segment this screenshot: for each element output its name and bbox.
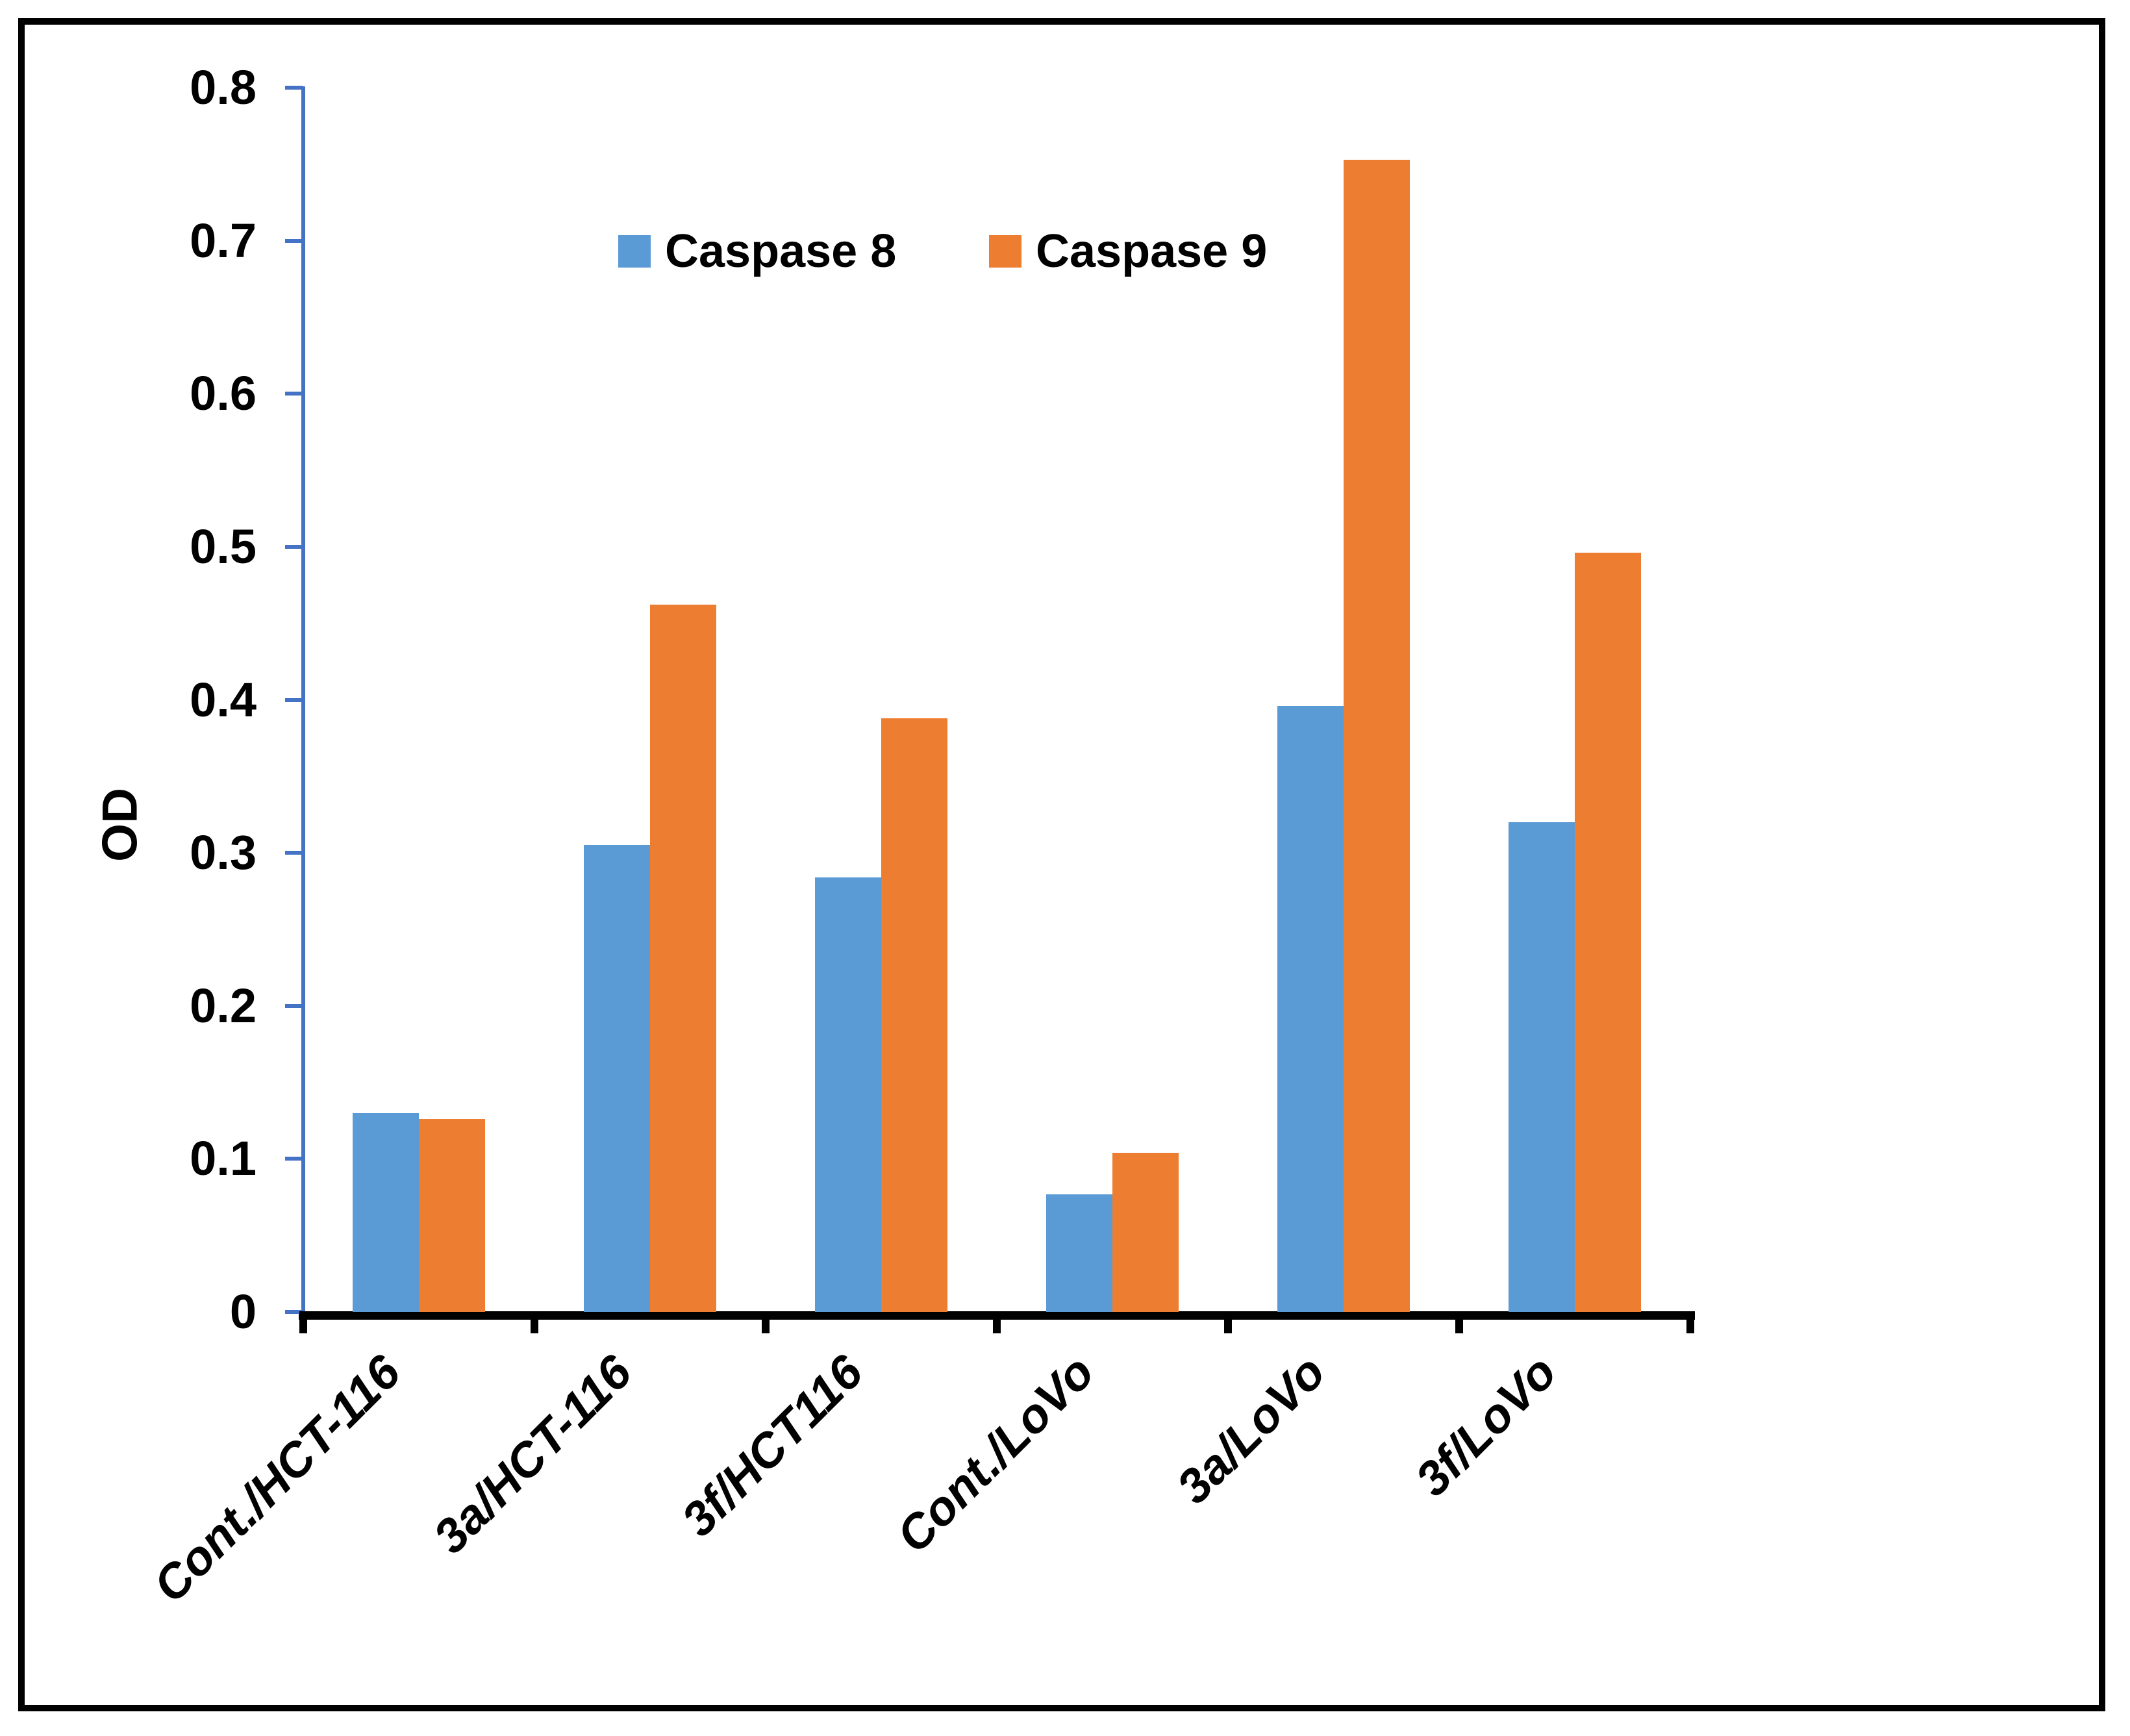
y-tick-mark [285, 1310, 303, 1314]
legend-item-caspase9: Caspase 9 [989, 227, 1267, 276]
y-tick-label: 0.5 [190, 519, 257, 573]
bar-caspase8-3a-lovo [1277, 705, 1344, 1312]
bar-caspase8-3a-hct-116 [584, 845, 650, 1312]
x-tick-mark [1455, 1311, 1463, 1333]
y-axis-line [301, 86, 305, 1314]
y-tick-mark [285, 86, 303, 90]
x-tick-mark [531, 1311, 538, 1333]
figure-border [18, 18, 2105, 1711]
bar-caspase8-cont-hct-116 [353, 1113, 419, 1312]
bar-caspase9-3f-lovo [1575, 553, 1641, 1312]
y-tick-mark [285, 544, 303, 549]
bar-caspase9-3a-lovo [1344, 159, 1410, 1312]
y-tick-mark [285, 1003, 303, 1008]
y-tick-label: 0.8 [190, 60, 257, 114]
bar-caspase8-cont-lovo [1046, 1194, 1112, 1312]
bar-caspase9-cont-hct-116 [419, 1119, 485, 1312]
y-tick-mark [285, 238, 303, 243]
y-tick-label: 0.6 [190, 366, 257, 421]
y-tick-label: 0.1 [190, 1131, 257, 1186]
y-tick-label: 0.7 [190, 213, 257, 268]
y-tick-mark [285, 1157, 303, 1161]
x-tick-mark [762, 1311, 770, 1333]
legend-label-caspase8: Caspase 8 [665, 225, 897, 277]
legend-label-caspase9: Caspase 9 [1036, 225, 1268, 277]
bar-caspase9-3a-hct-116 [650, 605, 716, 1312]
x-tick-mark [993, 1311, 1001, 1333]
y-tick-label: 0.4 [190, 672, 257, 727]
bar-caspase8-3f-lovo [1509, 822, 1575, 1312]
y-tick-mark [285, 392, 303, 396]
x-tick-mark [1686, 1311, 1694, 1333]
bar-caspase8-3f-hct116 [815, 877, 881, 1312]
legend-item-caspase8: Caspase 8 [618, 227, 896, 276]
x-tick-mark [1224, 1311, 1232, 1333]
bar-caspase9-3f-hct116 [881, 718, 947, 1312]
y-tick-label: 0.3 [190, 825, 257, 880]
caspase9-swatch-icon [989, 235, 1021, 268]
y-tick-label: 0 [229, 1285, 257, 1339]
bar-caspase9-cont-lovo [1112, 1152, 1179, 1312]
caspase8-swatch-icon [618, 235, 651, 268]
y-tick-mark [285, 698, 303, 702]
y-tick-label: 0.2 [190, 978, 257, 1033]
x-tick-mark [299, 1311, 307, 1333]
y-tick-mark [285, 851, 303, 855]
